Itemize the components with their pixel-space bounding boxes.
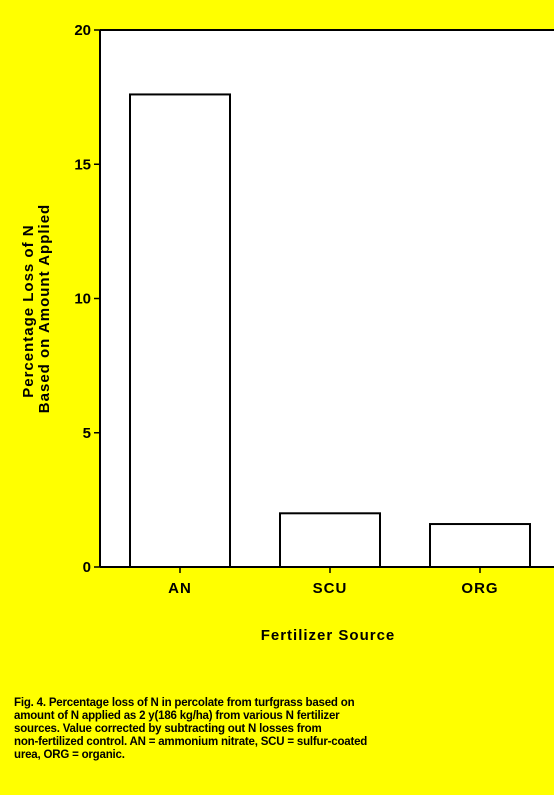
y-tick-label: 5 xyxy=(83,425,91,442)
x-tick-label-org: ORG xyxy=(461,580,498,597)
bar-an xyxy=(129,93,231,568)
x-tick-label-an: AN xyxy=(168,580,192,597)
y-axis-title: Percentage Loss of N Based on Amount App… xyxy=(20,204,53,413)
bar-org xyxy=(429,523,531,568)
y-tick-label: 0 xyxy=(83,559,91,576)
x-axis-title: Fertilizer Source xyxy=(261,627,396,644)
figure-caption: Fig. 4. Percentage loss of N in percolat… xyxy=(14,697,368,761)
x-tick-label-scu: SCU xyxy=(313,580,348,597)
y-tick-label: 15 xyxy=(74,156,91,173)
bars xyxy=(129,93,531,568)
x-ticks: AN SCU ORG xyxy=(168,567,498,597)
y-tick-label: 20 xyxy=(74,22,91,39)
y-axis-title-line-1: Percentage Loss of N xyxy=(20,224,37,397)
y-tick-label: 10 xyxy=(74,291,91,308)
bar-scu xyxy=(279,512,381,568)
y-axis-title-line-2: Based on Amount Applied xyxy=(36,204,53,413)
y-ticks: 0 5 10 15 20 xyxy=(74,22,100,576)
